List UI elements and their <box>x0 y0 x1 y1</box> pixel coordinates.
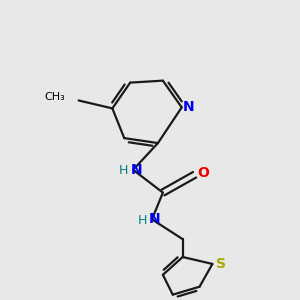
Text: N: N <box>130 163 142 177</box>
Text: N: N <box>149 212 161 226</box>
Text: H: H <box>118 164 128 177</box>
Text: O: O <box>198 166 209 180</box>
Text: S: S <box>216 257 226 271</box>
Text: CH₃: CH₃ <box>44 92 65 103</box>
Text: N: N <box>183 100 194 114</box>
Text: H: H <box>137 214 147 227</box>
